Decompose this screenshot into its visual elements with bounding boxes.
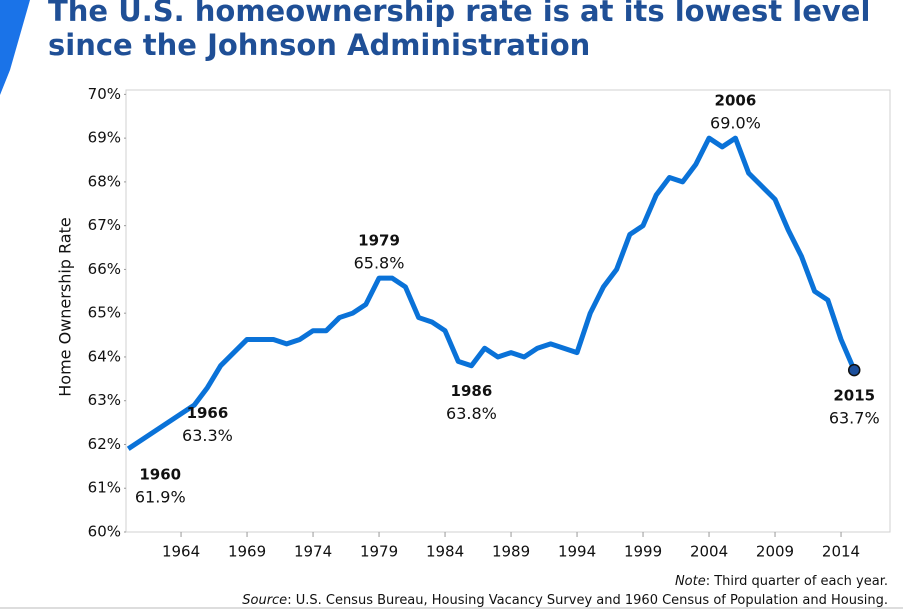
note-label: Note xyxy=(675,574,706,589)
y-tick-label: 65% xyxy=(88,304,121,322)
x-tick-label: 2014 xyxy=(822,543,860,561)
plot-frame xyxy=(125,89,891,533)
y-tick-label: 70% xyxy=(88,85,121,103)
y-tick-label: 69% xyxy=(88,129,121,147)
point-year-label: 2006 xyxy=(715,92,757,110)
x-tick-label: 2009 xyxy=(756,543,794,561)
x-tick-label: 2004 xyxy=(690,543,728,561)
chart-subtitle: since the Johnson Administration xyxy=(48,28,590,62)
point-value-label: 63.7% xyxy=(829,409,880,428)
note: Note: Third quarter of each year. xyxy=(675,574,888,589)
source-text: : U.S. Census Bureau, Housing Vacancy Su… xyxy=(287,593,888,608)
x-tick-label: 1969 xyxy=(228,543,266,561)
y-tick-label: 61% xyxy=(88,479,121,497)
x-tick-label: 1989 xyxy=(492,543,530,561)
chart-title: The U.S. homeownership rate is at its lo… xyxy=(48,0,870,28)
source-label: Source xyxy=(242,593,287,608)
y-tick-label: 64% xyxy=(88,347,121,365)
decor-tab xyxy=(0,0,30,95)
point-year-label: 1979 xyxy=(358,232,400,250)
y-tick-label: 67% xyxy=(88,216,121,234)
point-year-label: 1960 xyxy=(139,465,181,483)
source: Source: U.S. Census Bureau, Housing Vaca… xyxy=(242,593,888,608)
y-tick-label: 63% xyxy=(88,391,121,409)
y-tick-label: 66% xyxy=(88,260,121,278)
x-tick-label: 1984 xyxy=(426,543,464,561)
x-tick-label: 1974 xyxy=(294,543,332,561)
y-tick-label: 68% xyxy=(88,172,121,190)
point-year-label: 2015 xyxy=(833,387,875,405)
note-text: : Third quarter of each year. xyxy=(706,574,888,589)
point-year-label: 1966 xyxy=(187,404,229,422)
point-value-label: 69.0% xyxy=(710,114,761,133)
point-value-label: 61.9% xyxy=(135,487,186,506)
x-tick-label: 1964 xyxy=(162,543,200,561)
point-value-label: 65.8% xyxy=(354,254,405,273)
point-value-label: 63.3% xyxy=(182,426,233,445)
series-line xyxy=(126,135,857,451)
end-marker xyxy=(847,363,861,377)
y-axis-title: Home Ownership Rate xyxy=(56,217,75,396)
x-tick-label: 1999 xyxy=(624,543,662,561)
point-value-label: 63.8% xyxy=(446,404,497,423)
x-tick-label: 1994 xyxy=(558,543,596,561)
x-tick-label: 1979 xyxy=(360,543,398,561)
y-tick-label: 62% xyxy=(88,435,121,453)
y-tick-label: 60% xyxy=(88,523,121,541)
point-year-label: 1986 xyxy=(451,382,493,400)
